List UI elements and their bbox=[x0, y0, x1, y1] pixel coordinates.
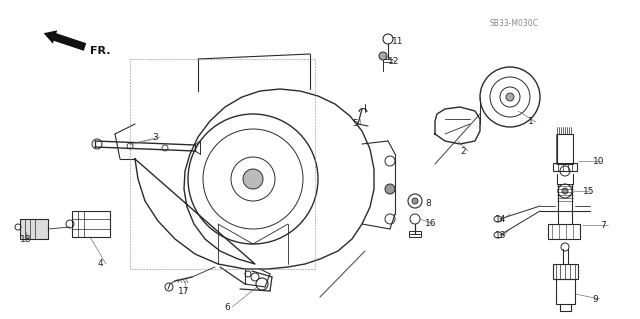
Text: 13: 13 bbox=[495, 232, 506, 241]
Circle shape bbox=[243, 169, 263, 189]
Text: 17: 17 bbox=[178, 286, 189, 295]
Text: 3: 3 bbox=[152, 132, 157, 142]
Text: 10: 10 bbox=[593, 157, 605, 166]
Circle shape bbox=[412, 198, 418, 204]
Text: 8: 8 bbox=[425, 199, 431, 209]
FancyArrow shape bbox=[44, 30, 86, 51]
Text: 6: 6 bbox=[224, 302, 230, 311]
Text: 12: 12 bbox=[388, 57, 399, 66]
Text: SB33-M030C: SB33-M030C bbox=[490, 19, 539, 28]
Text: 9: 9 bbox=[592, 294, 598, 303]
Polygon shape bbox=[20, 219, 48, 239]
Text: 5: 5 bbox=[352, 120, 358, 129]
Circle shape bbox=[385, 184, 395, 194]
Text: 2: 2 bbox=[460, 146, 466, 155]
Text: 14: 14 bbox=[495, 214, 506, 224]
Circle shape bbox=[562, 188, 568, 194]
Text: 18: 18 bbox=[20, 234, 31, 243]
Circle shape bbox=[379, 52, 387, 60]
Text: 1: 1 bbox=[528, 117, 534, 127]
Text: 11: 11 bbox=[392, 38, 403, 47]
Text: 7: 7 bbox=[600, 220, 605, 229]
Text: FR.: FR. bbox=[90, 46, 111, 56]
Circle shape bbox=[506, 93, 514, 101]
Text: 16: 16 bbox=[425, 219, 436, 228]
Text: 4: 4 bbox=[98, 259, 104, 269]
Text: 15: 15 bbox=[583, 188, 595, 197]
